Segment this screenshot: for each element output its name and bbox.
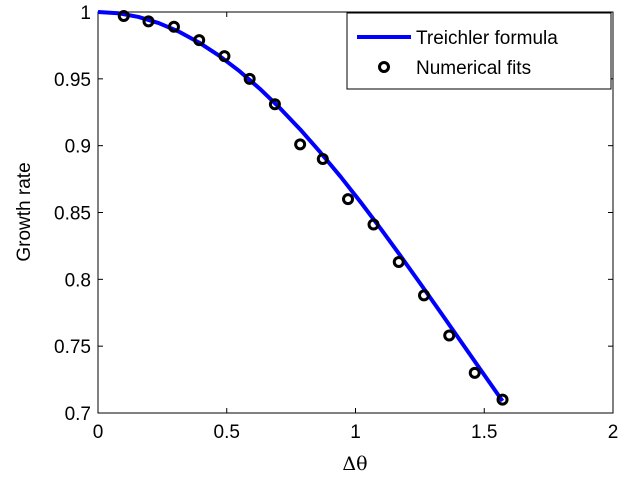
- x-tick-label: 2: [608, 422, 619, 443]
- y-tick-label: 0.7: [65, 404, 91, 425]
- data-point-numerical-fit: [392, 255, 405, 268]
- series-line-treichler-formula: [97, 10, 505, 403]
- data-point-numerical-fit: [417, 289, 430, 302]
- legend-box: [346, 12, 612, 90]
- data-point-numerical-fit: [167, 20, 180, 33]
- legend: Treichler formula Numerical fits: [346, 12, 612, 90]
- data-point-numerical-fit: [294, 138, 307, 151]
- data-point-numerical-fit: [316, 153, 329, 166]
- axis-ticks: [97, 11, 614, 414]
- x-tick-label: 1: [350, 422, 361, 443]
- y-axis-label: Growth rate: [14, 162, 35, 261]
- y-tick-label: 0.75: [54, 337, 91, 358]
- data-point-numerical-fit: [243, 72, 256, 85]
- data-point-numerical-fit: [193, 34, 206, 47]
- data-point-numerical-fit: [142, 15, 155, 28]
- data-point-numerical-fit: [443, 329, 456, 342]
- legend-label-series-2: Numerical fits: [416, 58, 531, 79]
- data-point-numerical-fit: [468, 366, 481, 379]
- x-tick-label: 1.5: [471, 422, 497, 443]
- x-tick-label: 0: [93, 422, 104, 443]
- y-tick-label: 0.8: [65, 270, 91, 291]
- x-tick-label: 0.5: [214, 422, 240, 443]
- x-axis-label: Δθ: [342, 453, 367, 475]
- tick-labels: 0 0.5 1 1.5 2 0.7 0.75 0.8 0.85 0.9 0.95 1: [54, 3, 618, 443]
- legend-marker-swatch: [378, 61, 390, 73]
- data-point-numerical-fit: [117, 10, 130, 23]
- plot-content: [97, 10, 509, 406]
- y-tick-label: 0.85: [54, 204, 91, 225]
- data-point-numerical-fit: [367, 218, 380, 231]
- legend-label-series-1: Treichler formula: [416, 28, 558, 49]
- y-tick-label: 0.9: [65, 137, 91, 158]
- data-point-numerical-fit: [342, 193, 355, 206]
- data-point-numerical-fit: [496, 393, 509, 406]
- data-point-numerical-fit: [218, 50, 231, 63]
- data-point-numerical-fit: [268, 98, 281, 111]
- y-tick-label: 1: [80, 3, 91, 24]
- y-tick-label: 0.95: [54, 70, 91, 91]
